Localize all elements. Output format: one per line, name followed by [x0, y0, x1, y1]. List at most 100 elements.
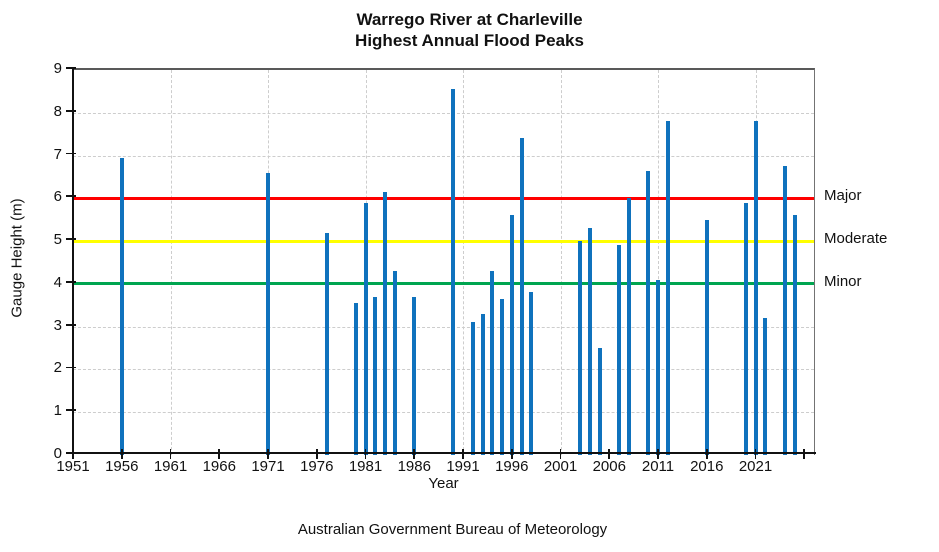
x-tick-label-2011: 2011	[641, 458, 675, 475]
x-tick-label-1996: 1996	[495, 458, 529, 475]
h-gridline	[73, 412, 814, 414]
h-gridline	[73, 369, 814, 371]
y-tick-9	[66, 67, 76, 69]
h-gridline	[73, 326, 814, 328]
source-caption: Australian Government Bureau of Meteorol…	[297, 521, 608, 538]
x-tick-label-2006: 2006	[592, 458, 626, 475]
y-tick-label-8: 8	[53, 102, 62, 120]
x-tick-2021	[754, 449, 757, 459]
flood-peak-bar-1984	[392, 271, 397, 455]
x-tick-1986	[413, 449, 416, 459]
plot-area	[73, 68, 815, 455]
flood-peak-bar-1996	[509, 215, 514, 455]
flood-peak-bar-2021	[753, 121, 758, 455]
threshold-label-major: Major	[824, 187, 862, 205]
y-tick-3	[66, 323, 76, 326]
x-tick-label-1976: 1976	[300, 458, 334, 475]
x-tick-1956	[120, 449, 123, 459]
y-tick-7	[66, 152, 76, 155]
v-gridline	[560, 70, 562, 455]
x-tick-label-1986: 1986	[397, 458, 431, 475]
flood-peak-bar-1980	[353, 303, 358, 455]
x-tick-2016	[705, 449, 708, 459]
flood-peak-bar-1995	[500, 298, 504, 455]
x-axis-line	[71, 451, 816, 454]
y-tick-label-7: 7	[53, 145, 62, 163]
y-tick-4	[66, 280, 76, 283]
flood-peak-bar-1981	[363, 202, 368, 455]
y-tick-label-1: 1	[53, 402, 62, 420]
y-tick-6	[66, 195, 76, 198]
x-tick-label-2016: 2016	[690, 458, 724, 475]
x-tick-label-2021: 2021	[738, 458, 773, 475]
flood-peak-bar-2024	[782, 166, 787, 455]
h-gridline	[73, 112, 814, 114]
y-tick-label-5: 5	[53, 231, 62, 249]
y-tick-label-0: 0	[53, 445, 62, 462]
threshold-line-major	[73, 196, 814, 200]
threshold-line-minor	[73, 282, 814, 286]
chart-title-block: Warrego River at Charleville Highest Ann…	[0, 9, 939, 51]
x-tick-1976	[315, 449, 318, 459]
flood-peak-bar-1956	[119, 157, 124, 455]
flood-peak-bar-1998	[529, 292, 534, 455]
x-tick-1981	[364, 449, 367, 459]
flood-peak-bar-2004	[587, 228, 592, 455]
flood-peak-bar-2016	[704, 219, 709, 455]
v-gridline	[170, 70, 172, 455]
flood-peak-bar-1993	[480, 313, 485, 455]
x-tick-1961	[169, 449, 172, 459]
x-tick-label-2001: 2001	[543, 458, 578, 475]
y-tick-1	[66, 409, 76, 412]
y-tick-label-4: 4	[53, 273, 62, 291]
x-tick-1991	[462, 449, 464, 459]
flood-peak-bar-2022	[763, 318, 768, 455]
flood-peak-bar-2003	[578, 241, 582, 455]
x-tick-label-1971: 1971	[251, 458, 285, 475]
x-tick-1996	[510, 449, 513, 459]
x-tick-label-1991: 1991	[446, 458, 480, 475]
flood-peak-bar-1992	[470, 322, 475, 455]
threshold-line-moderate	[73, 239, 814, 243]
chart-title: Warrego River at Charleville	[356, 10, 583, 29]
flood-peak-bar-2011	[656, 279, 660, 455]
chart-subtitle: Highest Annual Flood Peaks	[355, 31, 584, 50]
flood-peak-bar-1990	[451, 89, 456, 455]
y-axis-line	[71, 68, 74, 455]
x-tick-1951	[72, 449, 74, 459]
y-axis-label: Gauge Height (m)	[8, 198, 26, 318]
threshold-label-minor: Minor	[824, 272, 862, 290]
x-tick-label-1956: 1956	[105, 458, 139, 475]
flood-peak-bar-2007	[617, 245, 621, 455]
y-tick-2	[66, 366, 76, 369]
x-tick-1971	[267, 449, 269, 459]
flood-peak-bar-2025	[792, 215, 797, 455]
flood-peak-bar-1982	[373, 296, 378, 455]
v-gridline	[658, 70, 659, 455]
y-tick-5	[66, 238, 76, 240]
x-tick-2001	[559, 449, 562, 459]
x-tick-2006	[608, 449, 611, 459]
y-tick-label-2: 2	[53, 359, 62, 377]
y-tick-8	[66, 109, 76, 112]
flood-peak-bar-2005	[597, 348, 602, 455]
flood-peak-bar-2020	[743, 202, 748, 455]
x-tick-1966	[218, 449, 221, 459]
threshold-label-moderate: Moderate	[824, 230, 888, 248]
flood-peak-bar-1994	[490, 271, 495, 455]
y-tick-label-6: 6	[53, 188, 62, 206]
flood-peak-bar-2012	[665, 121, 670, 455]
y-tick-0	[66, 452, 76, 454]
x-tick-label-1966: 1966	[202, 458, 236, 475]
y-tick-label-3: 3	[53, 316, 62, 334]
y-tick-label-9: 9	[53, 60, 62, 77]
x-tick-2011	[657, 449, 659, 459]
x-tick-label-1961: 1961	[153, 458, 188, 475]
h-gridline	[73, 155, 814, 157]
v-gridline	[463, 70, 464, 455]
flood-peak-bar-1997	[519, 138, 524, 455]
x-axis-label: Year	[428, 475, 459, 492]
flood-peak-bar-1977	[324, 232, 329, 455]
flood-peak-bar-1983	[383, 191, 387, 455]
